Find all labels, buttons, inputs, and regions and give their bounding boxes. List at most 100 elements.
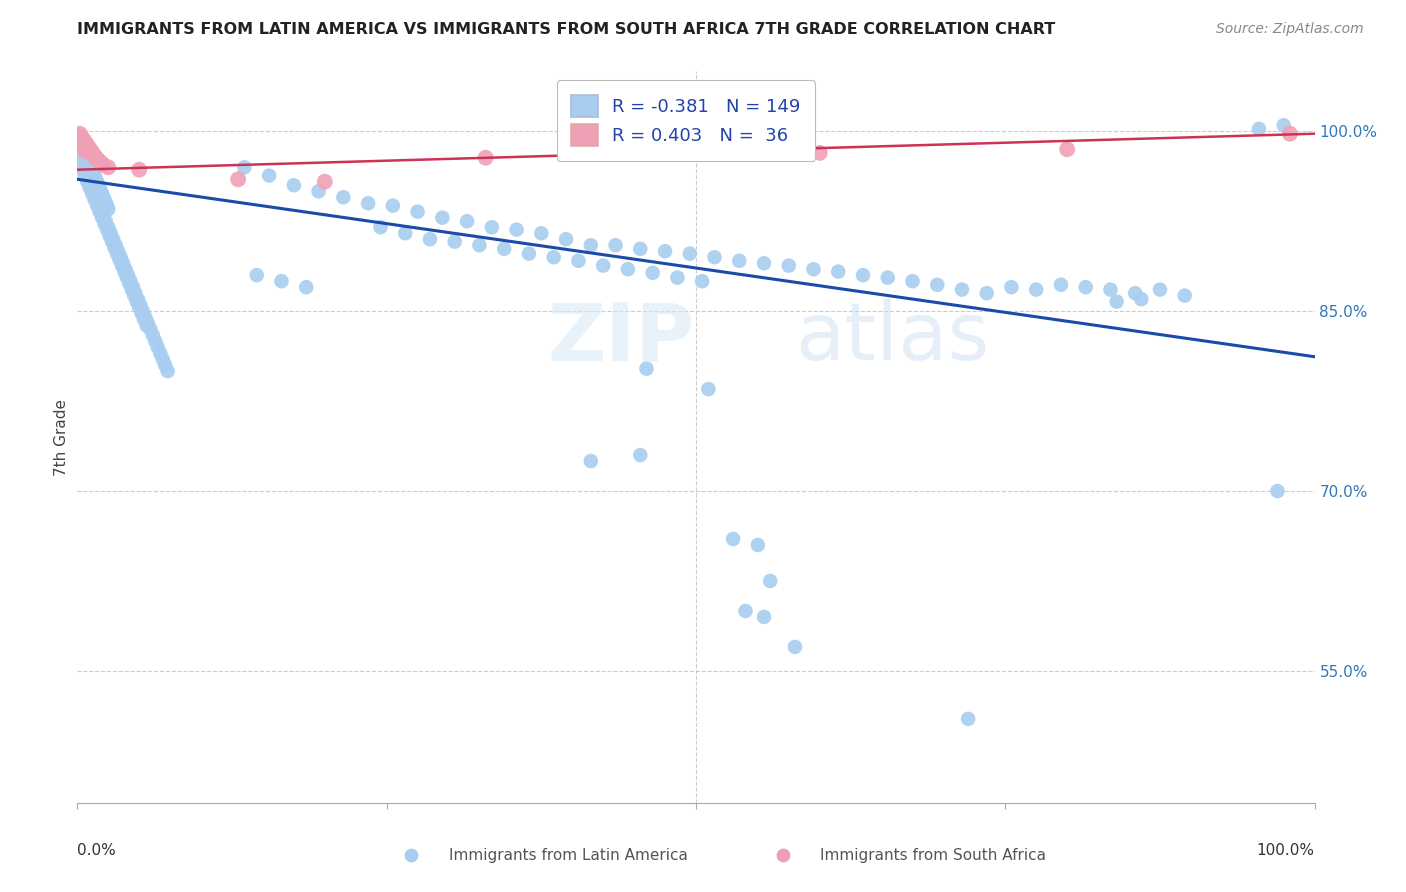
Point — [697, 382, 720, 396]
Point — [84, 190, 107, 204]
Point — [72, 131, 94, 145]
Point — [1149, 283, 1171, 297]
Point — [90, 155, 112, 169]
Point — [112, 256, 135, 270]
Point — [1278, 127, 1301, 141]
Point — [592, 259, 614, 273]
Point — [79, 158, 101, 172]
Point — [1074, 280, 1097, 294]
Point — [636, 361, 658, 376]
Point — [149, 346, 172, 360]
Point — [93, 217, 115, 231]
Point — [91, 190, 114, 204]
Point — [567, 253, 589, 268]
Point — [87, 178, 110, 193]
Point — [77, 140, 100, 154]
Point — [82, 145, 104, 160]
Point — [517, 246, 540, 260]
Point — [91, 158, 114, 172]
Point — [734, 604, 756, 618]
Point — [82, 184, 104, 198]
Point — [628, 242, 651, 256]
Point — [121, 283, 143, 297]
Point — [394, 226, 416, 240]
Point — [468, 238, 491, 252]
Point — [91, 186, 114, 201]
Point — [98, 228, 121, 243]
Point — [233, 161, 256, 175]
Point — [1056, 142, 1078, 156]
Point — [104, 238, 127, 252]
Point — [86, 199, 108, 213]
Point — [97, 220, 120, 235]
Point — [308, 184, 330, 198]
Point — [703, 250, 725, 264]
Point — [270, 274, 292, 288]
Point — [72, 161, 94, 175]
Point — [530, 226, 553, 240]
Point — [110, 250, 132, 264]
Point — [75, 141, 97, 155]
Point — [494, 242, 516, 256]
Point — [122, 280, 145, 294]
Point — [257, 169, 280, 183]
Point — [101, 235, 124, 249]
Point — [1174, 288, 1197, 302]
Point — [79, 142, 101, 156]
Point — [84, 151, 107, 165]
Point — [156, 364, 179, 378]
Point — [143, 334, 166, 348]
Point — [76, 138, 98, 153]
Point — [122, 288, 145, 302]
Point — [808, 145, 831, 160]
Point — [72, 142, 94, 156]
Point — [555, 232, 578, 246]
Point — [1105, 294, 1128, 309]
Point — [80, 178, 103, 193]
Point — [91, 208, 114, 222]
Point — [96, 199, 118, 213]
Point — [314, 175, 336, 189]
Point — [82, 147, 104, 161]
Point — [118, 277, 141, 291]
Point — [1272, 118, 1295, 132]
Point — [139, 322, 162, 336]
Text: 100.0%: 100.0% — [1257, 843, 1315, 858]
Point — [419, 232, 441, 246]
Point — [82, 186, 104, 201]
Point — [246, 268, 269, 283]
Point — [605, 238, 627, 252]
Point — [80, 145, 103, 160]
Point — [641, 266, 664, 280]
Point — [153, 358, 176, 372]
Point — [100, 226, 122, 240]
Point — [132, 304, 155, 318]
Point — [1000, 280, 1022, 294]
Point — [728, 253, 751, 268]
Point — [96, 222, 118, 236]
Point — [976, 286, 998, 301]
Y-axis label: 7th Grade: 7th Grade — [53, 399, 69, 475]
Point — [146, 340, 169, 354]
Point — [70, 136, 93, 151]
Point — [125, 294, 148, 309]
Point — [579, 238, 602, 252]
Point — [77, 172, 100, 186]
Point — [406, 204, 429, 219]
Point — [617, 262, 640, 277]
Point — [84, 151, 107, 165]
Text: atlas: atlas — [794, 300, 990, 377]
Point — [70, 154, 93, 169]
Point — [295, 280, 318, 294]
Point — [370, 220, 392, 235]
Point — [75, 148, 97, 162]
Point — [108, 252, 131, 267]
Point — [114, 262, 136, 277]
Point — [73, 169, 96, 183]
Point — [129, 298, 152, 312]
Point — [901, 274, 924, 288]
Point — [136, 316, 159, 330]
Point — [83, 193, 105, 207]
Point — [134, 310, 156, 325]
Point — [73, 145, 96, 159]
